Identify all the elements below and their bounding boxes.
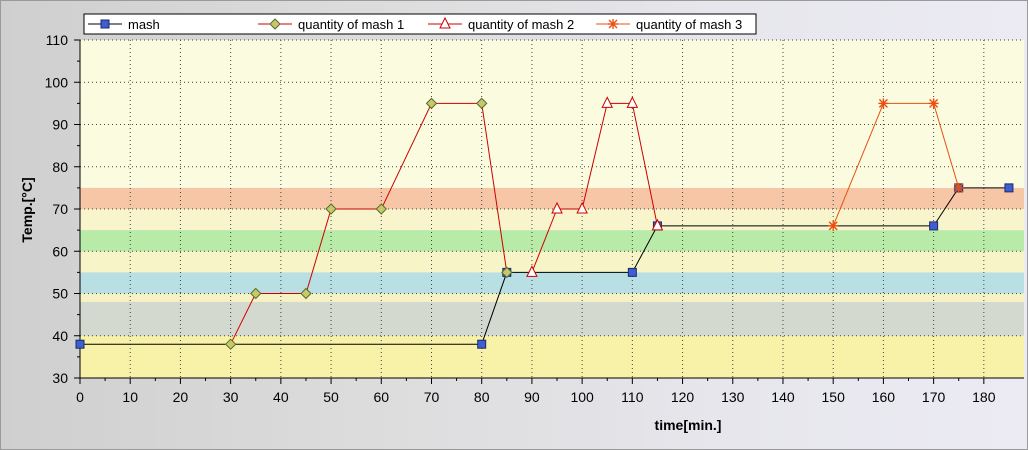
series-3-point-1 [878,98,889,109]
y-axis-title: Temp.[°C] [19,177,35,242]
x-tick-label-5: 50 [323,389,339,405]
x-tick-label-10: 100 [570,389,594,405]
legend-item-1: quantity of mash 1 [258,17,404,32]
series-3-point-2-d2 [929,98,939,108]
series-2 [526,96,664,277]
series-0-point-7 [1004,183,1014,193]
legend-label-3: quantity of mash 3 [636,17,742,32]
series-2-point-2 [576,201,588,214]
series-1-point-2 [300,287,312,300]
legend-item-2: quantity of mash 2 [428,16,574,32]
series-1-point-3 [325,203,337,215]
x-tick-label-14: 140 [771,389,795,405]
series-0-point-1 [477,339,487,349]
series-line-1 [230,102,508,345]
temperature-bands [80,40,1024,378]
series-3-point-1-d2 [878,98,888,108]
legend-item-0: mash [88,17,160,32]
series-1-point-5 [425,97,438,110]
series-3-point-0 [828,220,839,231]
x-tick-label-11: 110 [621,389,644,405]
series-3-point-0-d2 [828,221,838,231]
axes: 0 10 20 30 40 50 60 70 80 90 100 110 120 130 140 150 160… [45,32,1024,405]
band-2 [80,293,1024,302]
series-1-point-0 [224,338,237,350]
x-tick-label-7: 70 [424,389,440,405]
series-3-point-3 [953,182,964,193]
x-tick-label-18: 180 [972,389,996,405]
y-tick-label-6: 90 [52,117,68,133]
legend-marker-0 [100,19,110,29]
series-0-point-0 [75,339,85,349]
x-tick-label-3: 30 [223,389,239,405]
series-line-2 [531,102,658,273]
legend-marker-3 [608,19,618,29]
x-tick-label-12: 120 [671,389,695,405]
legend: mash quantity of mash 1 quantity of mash 2… [83,13,757,35]
series-1-point-4 [375,203,387,215]
y-tick-label-4: 70 [52,201,68,217]
x-tick-label-6: 60 [373,389,389,405]
band-3 [80,272,1024,294]
series-1 [224,97,513,350]
legend-marker-3-d2 [608,19,618,29]
series-2-point-4 [626,96,639,108]
band-5 [80,230,1024,252]
legend-box [83,13,757,35]
x-tick-label-17: 170 [922,389,946,405]
legend-marker-1 [269,18,281,30]
legend-label-0: mash [128,17,160,32]
x-tick-label-0: 0 [76,389,84,405]
legend-label-1: quantity of mash 1 [298,17,404,32]
series-0-point-5 [929,221,939,231]
band-4 [80,251,1024,273]
series-3-point-2 [928,98,939,109]
series-2-point-1 [551,201,563,214]
series-layer [75,96,1014,350]
y-tick-label-2: 50 [52,286,68,302]
series-3-point-3-d2 [954,183,964,193]
x-tick-label-15: 150 [822,389,846,405]
x-tick-label-1: 10 [122,389,138,405]
band-7 [80,187,1024,209]
series-1-point-6 [475,97,488,110]
y-tick-label-7: 100 [45,74,69,90]
x-tick-label-9: 90 [524,389,540,405]
x-tick-label-4: 40 [273,389,289,405]
legend-label-2: quantity of mash 2 [468,17,574,32]
x-tick-label-2: 20 [173,389,189,405]
series-3 [828,98,964,231]
legend-item-3: quantity of mash 3 [596,17,742,32]
y-tick-label-1: 40 [52,328,68,344]
band-8 [80,40,1024,188]
x-tick-label-13: 130 [721,389,745,405]
y-tick-label-8: 110 [46,32,69,48]
x-tick-label-8: 80 [474,389,490,405]
band-0 [80,335,1024,378]
legend-marker-2 [439,16,451,29]
y-tick-label-5: 80 [52,159,68,175]
series-1-point-7 [501,266,513,279]
series-line-0 [80,187,1009,345]
series-line-3 [832,102,960,227]
series-2-point-3 [601,96,614,108]
band-6 [80,209,1024,231]
series-0-point-3 [627,267,637,277]
y-tick-label-0: 30 [52,370,68,386]
band-1 [80,301,1024,336]
x-axis-title: time[min.] [655,417,722,433]
series-2-point-5 [651,218,664,231]
x-tick-label-16: 160 [872,389,896,405]
y-tick-label-3: 60 [52,243,68,259]
series-1-point-1 [250,287,262,300]
series-2-point-0 [526,265,538,277]
